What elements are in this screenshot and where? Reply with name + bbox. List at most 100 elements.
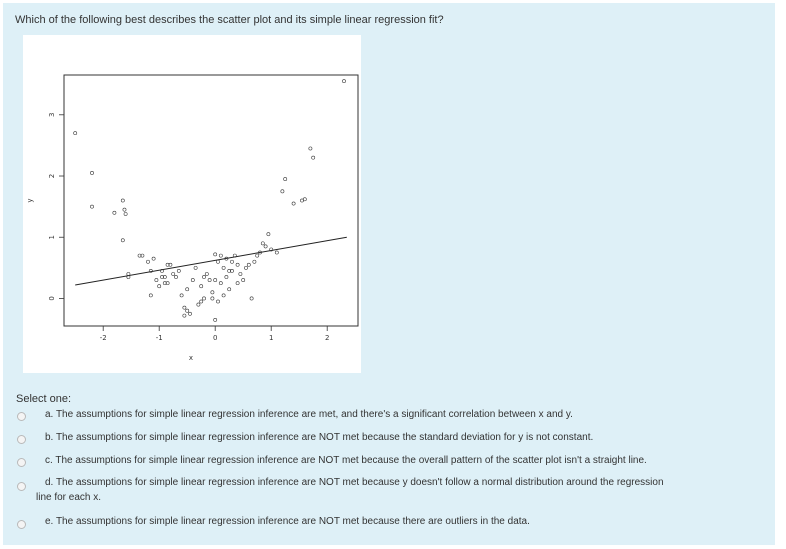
data-point (224, 275, 229, 279)
data-point (137, 253, 142, 258)
data-point (112, 210, 117, 215)
data-point (146, 259, 150, 264)
scatter-plot-image: -2 -1 0 1 2 0 1 2 3 x y (23, 35, 361, 373)
data-point (263, 244, 268, 249)
data-point (213, 317, 218, 322)
select-one-label: Select one: (16, 393, 72, 405)
data-point (148, 293, 153, 298)
data-point (171, 272, 176, 276)
x-tick-label: -1 (156, 334, 163, 342)
data-point (174, 275, 178, 279)
data-point (291, 201, 296, 206)
data-point (162, 275, 167, 279)
data-point (218, 253, 223, 258)
data-point (199, 299, 204, 304)
data-point (218, 281, 223, 286)
option-d-label[interactable]: d. The assumptions for simple linear reg… (45, 477, 664, 488)
data-point (249, 296, 254, 301)
data-point (235, 281, 240, 286)
data-point (230, 259, 234, 264)
plot-frame (63, 74, 359, 327)
question-panel: Which of the following best describes th… (3, 3, 775, 545)
data-point (255, 253, 260, 258)
x-axis-label: x (189, 354, 193, 362)
scatter-plot: -2 -1 0 1 2 0 1 2 3 x y (26, 74, 359, 362)
data-point (252, 259, 257, 264)
y-tick-label: 2 (48, 174, 56, 178)
radio-option-c[interactable] (17, 458, 26, 467)
y-tick-label: 1 (48, 235, 56, 239)
data-point (283, 177, 288, 181)
data-point (269, 247, 274, 252)
data-point (207, 278, 212, 282)
radio-option-b[interactable] (17, 435, 26, 444)
data-point (188, 311, 192, 316)
y-tick-label: 0 (48, 296, 56, 300)
data-point (157, 284, 162, 289)
data-point (126, 272, 131, 276)
data-point (160, 269, 164, 273)
data-point (224, 256, 229, 261)
radio-option-d[interactable] (17, 482, 26, 491)
data-point (179, 293, 184, 298)
data-point (266, 232, 271, 237)
data-point (151, 256, 156, 261)
y-axis-label: y (26, 198, 34, 202)
data-point (190, 278, 195, 282)
data-point (168, 262, 173, 267)
option-d-label-continued[interactable]: line for each x. (36, 492, 102, 503)
data-point (185, 287, 190, 292)
data-point (235, 262, 240, 267)
x-tick-label: 2 (325, 334, 329, 342)
radio-option-e[interactable] (17, 520, 26, 529)
data-point (210, 296, 215, 301)
radio-option-a[interactable] (17, 412, 26, 421)
data-point (123, 212, 128, 216)
data-point (311, 155, 316, 160)
x-tick-label: 1 (269, 334, 273, 342)
data-point (216, 299, 220, 304)
data-point (204, 272, 209, 276)
data-point (165, 281, 170, 286)
data-point (221, 293, 226, 298)
data-point (227, 269, 232, 273)
option-e-label[interactable]: e. The assumptions for simple linear reg… (45, 516, 530, 527)
data-point (122, 207, 127, 212)
data-point (90, 171, 94, 175)
data-point (73, 131, 78, 136)
data-point (280, 189, 285, 194)
data-point (258, 250, 262, 255)
option-a-label[interactable]: a. The assumptions for simple linear reg… (45, 409, 573, 420)
data-point (213, 252, 218, 257)
data-point (202, 275, 206, 279)
data-point (230, 269, 234, 273)
data-point (221, 265, 226, 270)
data-point (193, 265, 198, 270)
data-point (90, 204, 94, 209)
regression-line (75, 236, 347, 286)
option-b-label[interactable]: b. The assumptions for simple linear reg… (45, 432, 594, 443)
data-point (120, 198, 125, 203)
data-point (308, 146, 313, 151)
data-point (202, 296, 206, 301)
data-point (274, 250, 279, 255)
data-point (182, 313, 187, 318)
data-point (238, 272, 243, 276)
data-point (260, 241, 265, 246)
data-point (216, 259, 220, 264)
data-point (154, 278, 159, 282)
data-point (227, 287, 232, 292)
x-tick-label: 0 (213, 334, 217, 342)
data-point (244, 265, 248, 270)
question-text: Which of the following best describes th… (15, 14, 444, 26)
data-point (213, 278, 218, 282)
option-c-label[interactable]: c. The assumptions for simple linear reg… (45, 455, 647, 466)
data-point (148, 269, 153, 273)
data-point (199, 284, 204, 289)
data-point (302, 197, 307, 202)
data-point (241, 278, 246, 282)
data-point (160, 275, 164, 279)
data-point (232, 253, 237, 258)
data-point (120, 238, 125, 243)
y-tick-label: 3 (48, 113, 56, 117)
